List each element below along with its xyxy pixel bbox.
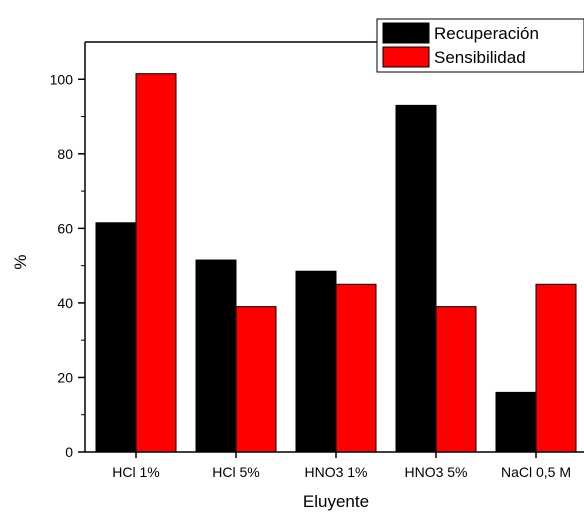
legend-label-0: Recuperación: [434, 24, 539, 43]
legend-label-1: Sensibilidad: [434, 48, 526, 67]
y-tick-label-80: 80: [57, 146, 73, 162]
y-tick-label-20: 20: [57, 369, 73, 385]
bar-recuperacion-1: [195, 259, 237, 453]
y-tick-label-40: 40: [57, 295, 73, 311]
x-tick-label-1: HCl 5%: [212, 464, 259, 480]
x-tick-label-4: NaCl 0,5 M: [501, 464, 571, 480]
legend-swatch-0: [382, 22, 430, 44]
x-tick-label-3: HNO3 5%: [404, 464, 467, 480]
bar-sensibilidad-4: [535, 283, 577, 453]
bars-group: [95, 73, 577, 453]
bar-recuperacion-3: [395, 104, 437, 453]
bar-sensibilidad-0: [135, 73, 177, 453]
x-tick-label-2: HNO3 1%: [304, 464, 367, 480]
bar-sensibilidad-2: [335, 283, 377, 453]
bar-sensibilidad-3: [435, 306, 477, 453]
legend: Recuperación Sensibilidad: [376, 18, 584, 73]
y-axis-title: %: [11, 254, 30, 269]
bar-sensibilidad-1: [235, 306, 277, 453]
bar-recuperacion-0: [95, 222, 137, 453]
y-tick-label-60: 60: [57, 220, 73, 236]
legend-swatch-1: [382, 46, 430, 68]
x-ticks: HCl 1% HCl 5% HNO3 1% HNO3 5% NaCl 0,5 M: [112, 452, 571, 480]
y-tick-label-0: 0: [65, 444, 73, 460]
x-axis-title: Eluyente: [303, 492, 369, 511]
y-ticks: 0 20 40 60 80 100: [50, 71, 85, 460]
bar-recuperacion-4: [495, 391, 537, 453]
x-tick-label-0: HCl 1%: [112, 464, 159, 480]
y-tick-label-100: 100: [50, 71, 74, 87]
bar-recuperacion-2: [295, 270, 337, 453]
